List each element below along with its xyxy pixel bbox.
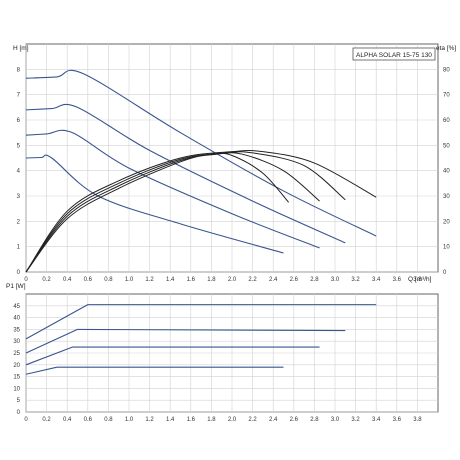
top-x-tick-label: 2.8 [310, 277, 319, 283]
bottom-x-tick-labels: 0 0.2 0.4 0.6 0.8 1.0 1.2 1.4 1.6 1.8 2.0 2.2 2.4 2.6… [24, 417, 422, 423]
top-x-tick-label: 1.0 [125, 277, 134, 283]
top-right-tick-labels: 0 10 20 30 40 50 60 70 80 [443, 67, 450, 276]
bottom-x-tick-label: 0 [24, 417, 28, 423]
power-curve [25, 328, 346, 354]
power-curve [25, 366, 284, 375]
top-x-tick-label: 0.2 [42, 277, 51, 283]
bottom-x-tick-label: 1.0 [125, 417, 134, 423]
bottom-x-tick-label: 2.6 [290, 417, 299, 423]
top-x-tick-label: 1.6 [187, 277, 196, 283]
top-x-tick-label: 3.8 [413, 277, 422, 283]
top-right-axis-label: eta [%] [436, 45, 456, 52]
bottom-x-tick-label: 3.4 [372, 417, 381, 423]
head-curve [25, 103, 346, 244]
top-right-tick-label: 30 [443, 194, 450, 200]
top-right-tick-label: 10 [443, 245, 450, 251]
top-x-tick-label: 0.4 [63, 277, 72, 283]
top-y-tick-label: 8 [17, 67, 21, 73]
bottom-y-tick-label: 5 [17, 398, 21, 404]
top-x-tick-label: 1.8 [207, 277, 216, 283]
top-y-tick-label: 1 [17, 245, 21, 251]
bottom-x-tick-label: 0.8 [104, 417, 113, 423]
top-series-lines [25, 69, 377, 273]
bottom-x-tick-label: 2.0 [228, 417, 237, 423]
top-y-tick-labels: 0 1 2 3 4 5 6 7 8 [17, 67, 21, 276]
head-efficiency-chart: 0 0.2 0.4 0.6 0.8 1.0 1.2 1.4 1.6 1.8 2.0 2.2 2.4 2.6… [13, 43, 456, 283]
top-y-tick-label: 0 [17, 270, 21, 276]
top-y-tick-label: 5 [17, 143, 21, 149]
bottom-x-tick-label: 3.6 [393, 417, 402, 423]
bottom-x-tick-label: 3.0 [331, 417, 340, 423]
bottom-grid [25, 294, 438, 413]
top-x-tick-label: 3.2 [351, 277, 360, 283]
efficiency-curve [25, 150, 377, 273]
top-right-tick-label: 40 [443, 169, 450, 175]
bottom-x-tick-label: 3.8 [413, 417, 422, 423]
top-y-tick-label: 4 [17, 169, 21, 175]
bottom-x-tick-label: 1.2 [145, 417, 154, 423]
bottom-series-lines [25, 304, 377, 375]
bottom-x-tick-label: 0.2 [42, 417, 51, 423]
top-x-tick-label: 2.0 [228, 277, 237, 283]
bottom-y-tick-label: 40 [13, 316, 20, 322]
bottom-y-tick-label: 0 [17, 410, 21, 416]
bottom-y-tick-label: 35 [13, 327, 20, 333]
power-chart: 0 0.2 0.4 0.6 0.8 1.0 1.2 1.4 1.6 1.8 2.0 2.2 2.4 2.6… [6, 283, 439, 423]
bottom-x-tick-label: 3.2 [351, 417, 360, 423]
head-curve [25, 69, 377, 237]
bottom-y-tick-label: 20 [13, 363, 20, 369]
top-right-tick-label: 0 [443, 270, 447, 276]
top-y-tick-label: 6 [17, 118, 21, 124]
power-curve [25, 304, 377, 340]
top-x-tick-label: 2.2 [248, 277, 257, 283]
top-x-tick-label: 1.4 [166, 277, 175, 283]
top-x-tick-label: 3.6 [393, 277, 402, 283]
top-y-tick-label: 2 [17, 219, 21, 225]
top-y-axis-label: H [m] [13, 45, 29, 52]
top-x-axis-label: Q [m³/h] [408, 276, 432, 283]
bottom-y-axis-label: P1 [W] [6, 283, 26, 290]
bottom-x-tick-label: 2.4 [269, 417, 278, 423]
bottom-y-tick-label: 10 [13, 386, 20, 392]
bottom-y-tick-label: 25 [13, 351, 20, 357]
chart-title: ALPHA SOLAR 15-75 130 [356, 52, 432, 59]
top-right-tick-label: 20 [443, 219, 450, 225]
bottom-x-tick-label: 1.4 [166, 417, 175, 423]
top-y-tick-label: 3 [17, 194, 21, 200]
top-x-tick-label: 3.4 [372, 277, 381, 283]
bottom-x-tick-label: 2.2 [248, 417, 257, 423]
bottom-y-tick-labels: 0 5 10 15 20 25 30 35 40 45 [13, 304, 20, 416]
power-curve [25, 346, 320, 366]
efficiency-curve [25, 152, 290, 273]
bottom-x-tick-label: 1.8 [207, 417, 216, 423]
head-curve [25, 129, 320, 249]
top-x-tick-label: 2.4 [269, 277, 278, 283]
top-x-tick-labels: 0 0.2 0.4 0.6 0.8 1.0 1.2 1.4 1.6 1.8 2.0 2.2 2.4 2.6… [24, 277, 422, 283]
top-x-tick-label: 2.6 [290, 277, 299, 283]
top-x-tick-label: 3.0 [331, 277, 340, 283]
top-right-tick-label: 50 [443, 143, 450, 149]
efficiency-curve [25, 151, 346, 273]
top-x-tick-label: 0 [24, 277, 28, 283]
top-right-tick-label: 60 [443, 118, 450, 124]
top-grid [25, 44, 438, 273]
top-y-tick-label: 7 [17, 93, 21, 99]
bottom-y-tick-label: 30 [13, 339, 20, 345]
bottom-y-tick-label: 45 [13, 304, 20, 310]
top-x-tick-label: 1.2 [145, 277, 154, 283]
bottom-x-tick-label: 2.8 [310, 417, 319, 423]
top-right-tick-label: 70 [443, 93, 450, 99]
bottom-x-tick-label: 1.6 [187, 417, 196, 423]
head-curve [25, 154, 284, 254]
top-x-tick-label: 0.6 [84, 277, 93, 283]
bottom-x-tick-label: 0.4 [63, 417, 72, 423]
chart-title-box [352, 47, 436, 61]
top-right-tick-label: 80 [443, 67, 450, 73]
bottom-y-tick-label: 15 [13, 375, 20, 381]
top-x-tick-label: 0.8 [104, 277, 113, 283]
bottom-x-tick-label: 0.6 [84, 417, 93, 423]
